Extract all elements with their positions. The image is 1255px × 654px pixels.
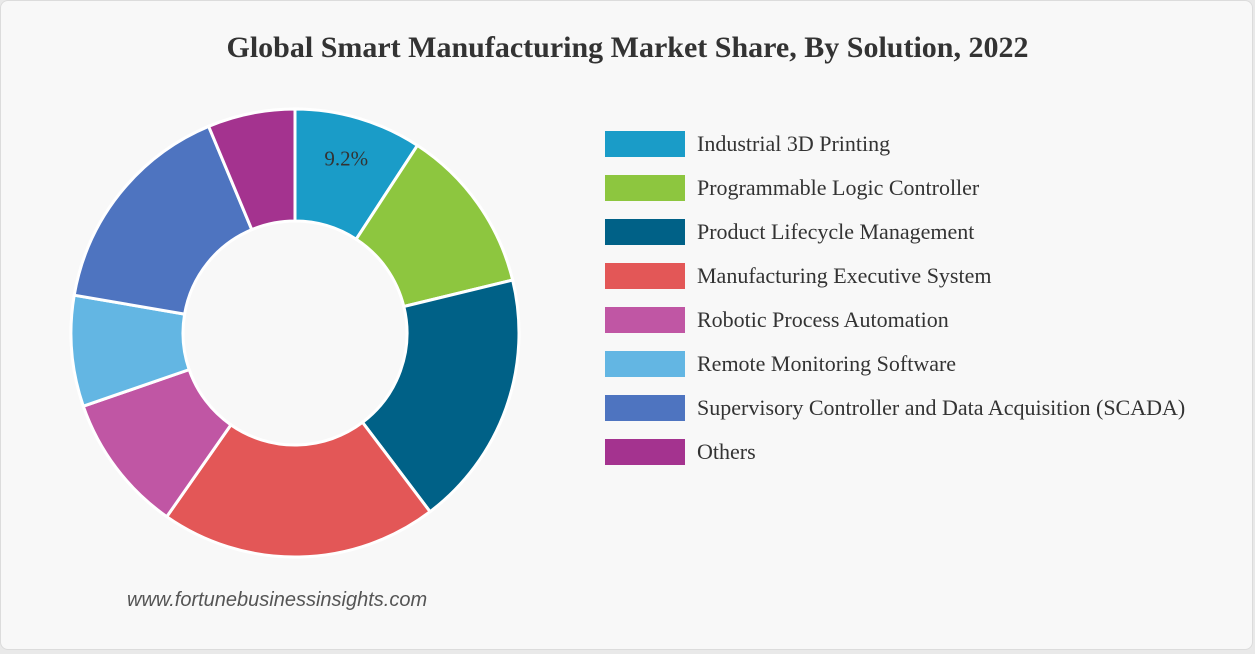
legend-label: Supervisory Controller and Data Acquisit… — [697, 395, 1186, 420]
legend-label: Product Lifecycle Management — [697, 219, 975, 244]
donut-slice-3[interactable] — [360, 278, 521, 514]
legend-swatch — [605, 439, 685, 465]
source-url: www.fortunebusinessinsights.com — [127, 589, 428, 611]
chart-legend: Industrial 3D Printing Programmable Logic… — [605, 122, 1185, 474]
legend-item[interactable]: Robotic Process Automation — [605, 298, 1185, 342]
legend-label: Programmable Logic Controller — [697, 175, 980, 200]
legend-label: Industrial 3D Printing — [697, 131, 891, 156]
legend-item[interactable]: Industrial 3D Printing — [605, 122, 1185, 166]
legend-swatch — [605, 131, 685, 157]
legend-item[interactable]: Others — [605, 430, 1185, 474]
chart-title: Global Smart Manufacturing Market Share,… — [226, 31, 1029, 64]
legend-item[interactable]: Programmable Logic Controller — [605, 166, 1185, 210]
legend-item[interactable]: Manufacturing Executive System — [605, 254, 1185, 298]
donut-slice-8[interactable] — [206, 107, 297, 232]
legend-item[interactable]: Remote Monitoring Software — [605, 342, 1185, 386]
legend-label: Others — [697, 439, 756, 464]
legend-swatch — [605, 263, 685, 289]
slice-data-label: 9.2% — [324, 146, 368, 170]
legend-label: Manufacturing Executive System — [697, 263, 992, 288]
legend-swatch — [605, 219, 685, 245]
donut-slice-7[interactable] — [72, 124, 254, 316]
legend-label: Remote Monitoring Software — [697, 351, 957, 376]
legend-swatch — [605, 395, 685, 421]
legend-item[interactable]: Supervisory Controller and Data Acquisit… — [605, 386, 1185, 430]
legend-item[interactable]: Product Lifecycle Management — [605, 210, 1185, 254]
legend-swatch — [605, 175, 685, 201]
legend-label: Robotic Process Automation — [697, 307, 949, 332]
legend-swatch — [605, 307, 685, 333]
donut-slice-4[interactable] — [164, 420, 433, 559]
legend-swatch — [605, 351, 685, 377]
